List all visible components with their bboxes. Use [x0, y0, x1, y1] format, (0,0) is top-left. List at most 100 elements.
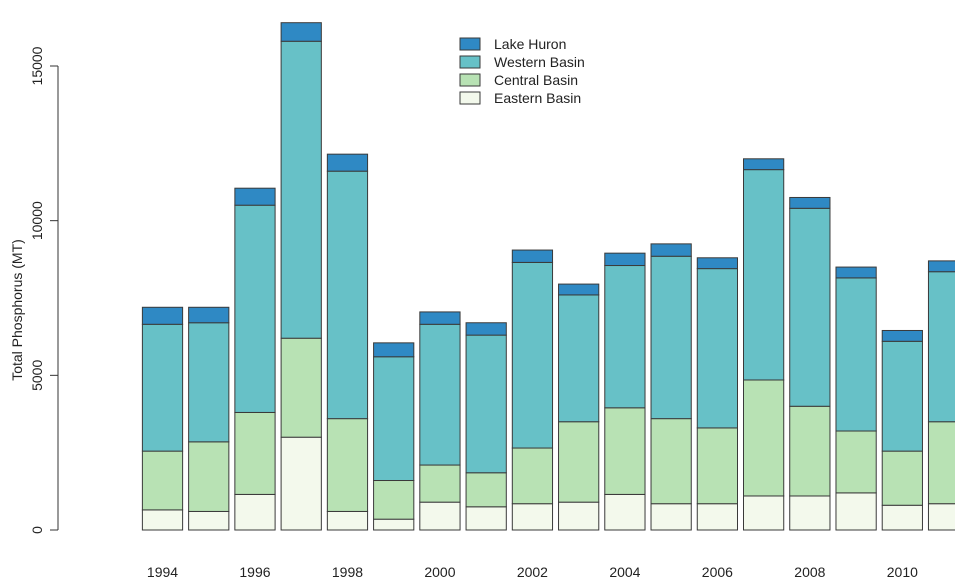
x-axis: 1994 1996 1998 2000 2002 2004 2006 2008 2010 — [147, 564, 918, 580]
bar-2005-lake-huron — [650, 243, 692, 257]
x-tick-label-2010: 2010 — [887, 564, 918, 580]
bar-2010-western-basin — [881, 340, 923, 452]
bars — [141, 22, 955, 531]
x-tick-label-2004: 2004 — [609, 564, 640, 580]
x-tick-label-2000: 2000 — [424, 564, 455, 580]
bar-2000-lake-huron — [419, 311, 461, 325]
bar-2003-central-basin — [558, 421, 600, 503]
bar-2008-central-basin — [789, 405, 831, 497]
bar-2006-western-basin — [696, 268, 739, 429]
bar-1998-central-basin — [326, 418, 369, 512]
bar-2001-central-basin — [465, 472, 507, 508]
legend-swatch-eastern-basin — [459, 91, 481, 105]
bar-2002-central-basin — [511, 447, 554, 505]
bar-2011-central-basin — [927, 421, 955, 505]
bar-1996-central-basin — [234, 411, 276, 495]
bar-1995-western-basin — [188, 322, 230, 443]
bar-2006-central-basin — [696, 427, 739, 505]
legend-swatch-lake-huron — [459, 37, 481, 51]
legend-label-western-basin: Western Basin — [494, 54, 585, 70]
legend-label-eastern-basin: Eastern Basin — [494, 90, 581, 106]
bar-1997-eastern-basin — [280, 436, 322, 531]
y-tick-label-10000: 10000 — [29, 201, 45, 240]
bar-1996-eastern-basin — [234, 493, 276, 531]
bar-2002-eastern-basin — [511, 503, 554, 531]
bar-1995-lake-huron — [188, 306, 230, 324]
bar-2002-lake-huron — [511, 249, 554, 263]
y-tick-label-0: 0 — [29, 526, 45, 534]
bar-2008-eastern-basin — [789, 495, 831, 531]
bar-1998-eastern-basin — [326, 510, 369, 531]
bar-1997-central-basin — [280, 337, 322, 438]
bar-2004-eastern-basin — [604, 493, 646, 531]
bar-2007-central-basin — [743, 379, 785, 497]
y-tick-label-15000: 15000 — [29, 46, 45, 85]
legend-swatch-central-basin — [459, 73, 481, 87]
bar-2010-eastern-basin — [881, 504, 923, 531]
x-tick-label-2002: 2002 — [517, 564, 548, 580]
bar-1999-central-basin — [373, 480, 415, 520]
legend-label-central-basin: Central Basin — [494, 72, 578, 88]
bar-1999-western-basin — [373, 356, 415, 481]
bar-2007-lake-huron — [743, 158, 785, 171]
bar-1997-western-basin — [280, 40, 322, 339]
bar-2000-central-basin — [419, 464, 461, 503]
bar-2006-eastern-basin — [696, 503, 739, 531]
bar-1994-western-basin — [141, 323, 184, 452]
bar-2003-eastern-basin — [558, 501, 600, 531]
bar-1995-central-basin — [188, 441, 230, 512]
bar-2005-eastern-basin — [650, 503, 692, 531]
bar-2009-lake-huron — [835, 266, 877, 279]
x-tick-label-1996: 1996 — [239, 564, 270, 580]
x-tick-label-2008: 2008 — [794, 564, 825, 580]
bar-2004-lake-huron — [604, 252, 646, 267]
bar-2011-western-basin — [927, 271, 955, 423]
bar-1994-eastern-basin — [141, 509, 184, 531]
bar-2008-lake-huron — [789, 196, 831, 209]
bar-2010-lake-huron — [881, 329, 923, 342]
bar-2000-eastern-basin — [419, 501, 461, 531]
bar-2011-eastern-basin — [927, 503, 955, 531]
bar-2003-lake-huron — [558, 283, 600, 296]
bar-1994-lake-huron — [141, 306, 184, 325]
bar-2009-central-basin — [835, 430, 877, 494]
bar-2007-eastern-basin — [743, 495, 785, 531]
legend: Lake Huron Western Basin Central Basin East… — [459, 36, 585, 106]
bar-1997-lake-huron — [280, 22, 322, 42]
bar-2006-lake-huron — [696, 257, 739, 270]
bar-2008-western-basin — [789, 207, 831, 407]
bar-2001-western-basin — [465, 334, 507, 474]
bar-1999-lake-huron — [373, 342, 415, 358]
bar-1999-eastern-basin — [373, 518, 415, 531]
y-tick-label-5000: 5000 — [29, 360, 45, 391]
bar-1998-western-basin — [326, 170, 369, 420]
legend-swatch-western-basin — [459, 55, 481, 69]
y-axis-label: Total Phosphorus (MT) — [9, 239, 25, 381]
bar-2005-western-basin — [650, 255, 692, 420]
x-tick-label-2006: 2006 — [702, 564, 733, 580]
bar-2000-western-basin — [419, 323, 461, 466]
y-axis: 0 5000 10000 15000 — [29, 46, 59, 534]
bar-2004-western-basin — [604, 265, 646, 409]
bar-1994-central-basin — [141, 450, 184, 511]
bar-1996-lake-huron — [234, 187, 276, 206]
bar-2001-eastern-basin — [465, 506, 507, 531]
bar-1995-eastern-basin — [188, 510, 230, 531]
bar-2009-western-basin — [835, 277, 877, 432]
bar-2009-eastern-basin — [835, 492, 877, 531]
bar-1998-lake-huron — [326, 153, 369, 172]
bar-1996-western-basin — [234, 204, 276, 413]
bar-2010-central-basin — [881, 450, 923, 506]
x-tick-label-1998: 1998 — [332, 564, 363, 580]
bar-2011-lake-huron — [927, 260, 955, 273]
bar-2001-lake-huron — [465, 322, 507, 336]
x-tick-label-1994: 1994 — [147, 564, 178, 580]
bar-2003-western-basin — [558, 294, 600, 423]
legend-label-lake-huron: Lake Huron — [494, 36, 566, 52]
bar-2004-central-basin — [604, 407, 646, 495]
bar-2002-western-basin — [511, 261, 554, 449]
bar-2005-central-basin — [650, 418, 692, 505]
bar-2007-western-basin — [743, 169, 785, 381]
